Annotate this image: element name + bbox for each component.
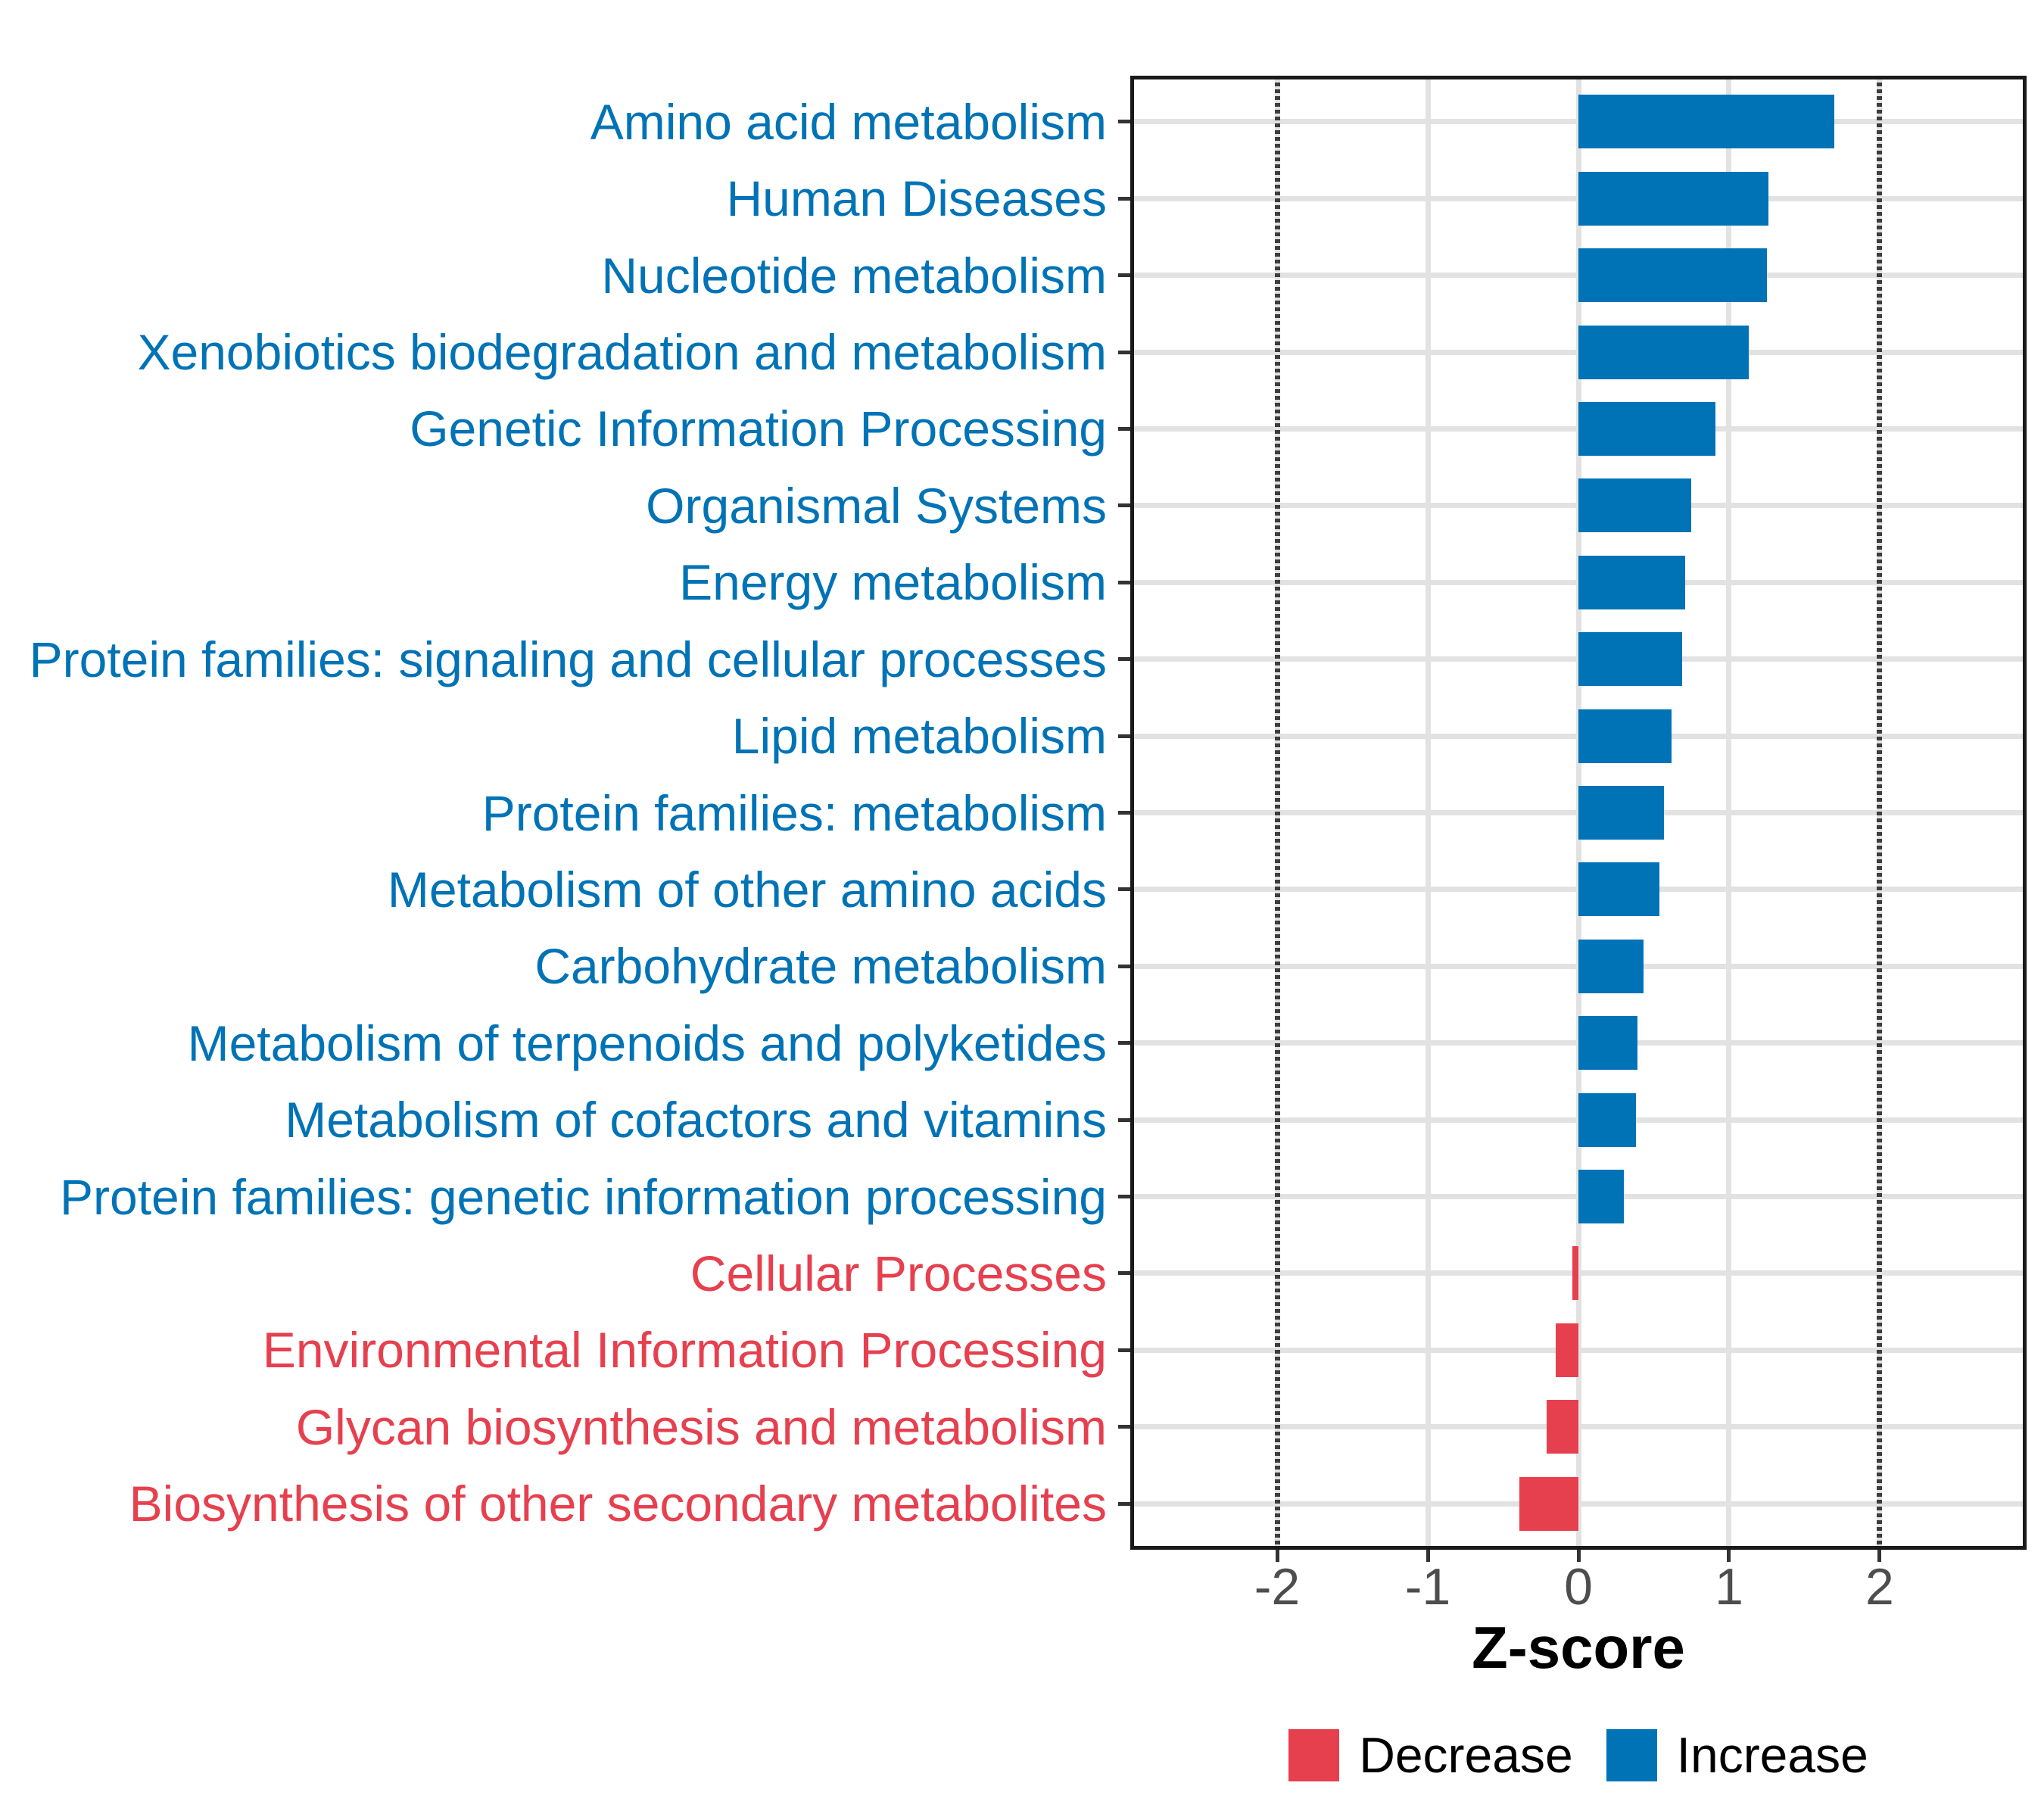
category-label: Biosynthesis of other secondary metaboli… <box>129 1476 1107 1532</box>
bar <box>1578 171 1768 226</box>
legend-item-increase: Increase <box>1606 1728 1868 1781</box>
category-label: Glycan biosynthesis and metabolism <box>295 1398 1107 1455</box>
legend-label-increase: Increase <box>1676 1727 1868 1783</box>
y-tick <box>1118 426 1130 431</box>
bar <box>1578 709 1672 763</box>
bar <box>1578 95 1835 149</box>
x-tick-label: 2 <box>1865 1558 1894 1616</box>
bar <box>1578 401 1716 456</box>
y-tick <box>1118 196 1130 201</box>
bar <box>1572 1246 1578 1301</box>
category-label: Protein families: genetic information pr… <box>59 1168 1107 1225</box>
bar <box>1547 1400 1578 1454</box>
y-tick <box>1118 350 1130 354</box>
reference-line-dashed <box>1877 76 1883 1550</box>
bar <box>1578 1016 1637 1071</box>
category-label: Metabolism of terpenoids and polyketides <box>187 1014 1107 1071</box>
y-tick <box>1118 580 1130 584</box>
legend: Decrease Increase <box>1130 1728 2027 1781</box>
y-tick <box>1118 811 1130 815</box>
y-tick <box>1118 887 1130 892</box>
bar <box>1578 478 1692 533</box>
x-tick <box>1275 1550 1279 1562</box>
y-tick <box>1118 734 1130 738</box>
x-gridline <box>1726 76 1732 1550</box>
y-tick <box>1118 1348 1130 1352</box>
increase-color-swatch <box>1606 1728 1657 1781</box>
bar <box>1578 248 1767 303</box>
bar <box>1578 862 1660 917</box>
bar <box>1556 1323 1578 1377</box>
x-tick-label: -2 <box>1254 1558 1301 1616</box>
x-tick <box>1426 1550 1430 1562</box>
category-label: Protein families: signaling and cellular… <box>29 631 1107 687</box>
category-label: Cellular Processes <box>690 1245 1107 1301</box>
category-label: Genetic Information Processing <box>410 400 1107 457</box>
y-tick <box>1118 657 1130 662</box>
legend-item-decrease: Decrease <box>1288 1727 1573 1783</box>
y-tick <box>1118 964 1130 968</box>
category-label: Protein families: metabolism <box>481 784 1107 841</box>
y-tick <box>1118 1041 1130 1046</box>
bar <box>1578 786 1665 840</box>
y-tick <box>1118 1425 1130 1429</box>
category-label: Organismal Systems <box>646 477 1107 534</box>
category-label: Lipid metabolism <box>731 708 1107 765</box>
x-axis-title-wrap: Z-score <box>1130 1617 2027 1678</box>
bar <box>1578 632 1683 687</box>
y-tick <box>1118 503 1130 508</box>
decrease-color-swatch <box>1288 1728 1340 1781</box>
x-tick-label: 1 <box>1715 1558 1743 1616</box>
y-tick <box>1118 1195 1130 1199</box>
category-label: Metabolism of other amino acids <box>387 861 1107 918</box>
x-tick-label: 0 <box>1564 1558 1593 1616</box>
x-tick <box>1727 1550 1731 1562</box>
y-tick <box>1118 120 1130 124</box>
category-label: Energy metabolism <box>679 554 1107 611</box>
category-label: Metabolism of cofactors and vitamins <box>285 1092 1107 1148</box>
x-tick <box>1576 1550 1581 1562</box>
bar <box>1519 1476 1578 1531</box>
category-label: Nucleotide metabolism <box>601 247 1107 304</box>
category-label: Amino acid metabolism <box>590 93 1107 150</box>
bar <box>1578 939 1644 993</box>
y-tick <box>1118 1271 1130 1276</box>
bar <box>1578 325 1749 379</box>
plot-panel <box>1130 76 2027 1550</box>
x-tick <box>1877 1550 1882 1562</box>
category-label: Environmental Information Processing <box>262 1322 1107 1379</box>
bar <box>1578 1170 1624 1224</box>
y-tick <box>1118 1117 1130 1122</box>
bar <box>1578 1092 1636 1147</box>
x-tick-label: -1 <box>1404 1558 1451 1616</box>
category-label: Xenobiotics biodegradation and metabolis… <box>137 324 1108 381</box>
legend-label-decrease: Decrease <box>1359 1727 1573 1783</box>
reference-line-dashed <box>1274 76 1280 1550</box>
x-axis-title: Z-score <box>1472 1614 1685 1681</box>
x-gridline <box>1425 76 1431 1550</box>
y-tick <box>1118 1501 1130 1506</box>
category-label: Human Diseases <box>726 170 1107 227</box>
y-tick <box>1118 273 1130 278</box>
bar <box>1578 555 1686 609</box>
category-label: Carbohydrate metabolism <box>534 938 1107 995</box>
